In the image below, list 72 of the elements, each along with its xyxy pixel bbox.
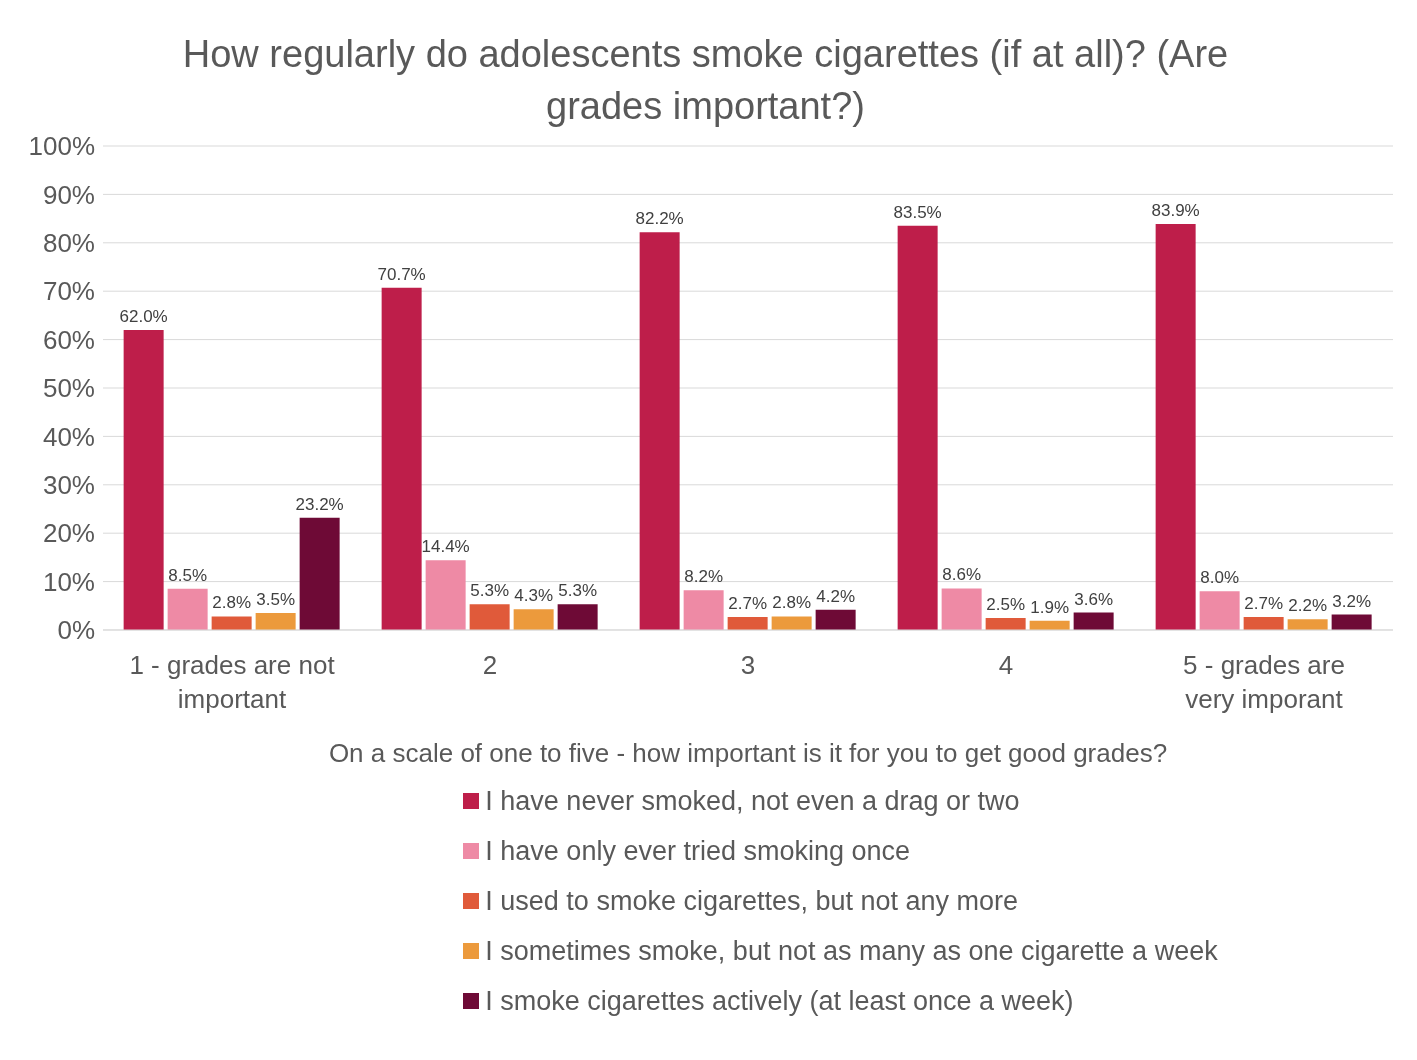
y-tick-label: 10% <box>42 566 95 597</box>
bar <box>299 517 340 630</box>
data-label: 3.6% <box>1074 589 1114 609</box>
y-tick-label: 60% <box>42 324 95 355</box>
data-label: 3.5% <box>256 590 296 610</box>
legend-label: I have never smoked, not even a drag or two <box>485 785 1020 818</box>
data-label: 23.2% <box>295 494 344 514</box>
bar <box>469 604 510 630</box>
data-label: 2.5% <box>986 594 1026 614</box>
x-tick-label: 2 <box>482 650 498 680</box>
y-tick-label: 80% <box>42 228 95 259</box>
bar <box>1287 619 1328 630</box>
data-label: 2.2% <box>1288 596 1328 616</box>
chart-title: How regularly do adolescents smoke cigarettes (if at all)? (Are grades important?) <box>182 33 1229 127</box>
data-label: 8.2% <box>684 567 724 587</box>
data-label: 5.3% <box>470 581 510 601</box>
x-axis-title: On a scale of one to five - how important is it for you to get good grades? <box>328 738 1168 768</box>
y-tick-label: 40% <box>42 421 95 452</box>
legend-label: I have only ever tried smoking once <box>485 835 911 868</box>
data-label: 4.2% <box>816 586 856 606</box>
legend-label: I smoke cigarettes actively (at least once a week) <box>485 985 1074 1018</box>
data-label: 4.3% <box>514 586 554 606</box>
data-label: 2.8% <box>772 593 812 613</box>
bar <box>513 609 554 630</box>
bar <box>985 617 1026 630</box>
data-label: 8.0% <box>1200 568 1240 588</box>
legend-label: I sometimes smoke, but not as many as one cigarette a week <box>485 935 1218 968</box>
bar <box>897 225 938 630</box>
y-tick-label: 100% <box>28 131 95 162</box>
bar <box>123 329 164 630</box>
bar <box>639 232 680 630</box>
y-tick-label: 30% <box>42 470 95 501</box>
x-tick-label: 1 - grades are not important <box>129 650 336 714</box>
data-label: 8.6% <box>942 565 982 585</box>
bar <box>167 588 208 630</box>
data-label: 62.0% <box>119 306 168 326</box>
y-tick-label: 90% <box>42 179 95 210</box>
x-tick-label: 5 - grades are very imporant <box>1183 650 1345 714</box>
legend-label: I used to smoke cigarettes, but not any more <box>485 885 1019 918</box>
bar <box>941 588 982 630</box>
bar <box>1199 591 1240 630</box>
bar <box>255 613 296 630</box>
data-label: 2.8% <box>212 593 252 613</box>
data-label: 83.9% <box>1151 200 1200 220</box>
y-tick-label: 20% <box>42 518 95 549</box>
bar <box>425 560 466 630</box>
data-label: 14.4% <box>421 537 470 557</box>
data-label: 83.5% <box>893 202 942 222</box>
y-tick-label: 70% <box>42 276 95 307</box>
data-label: 2.7% <box>1244 593 1284 613</box>
y-tick-label: 50% <box>42 373 95 404</box>
bar <box>557 604 598 630</box>
bar <box>1073 612 1114 630</box>
x-tick-label: 4 <box>998 650 1014 680</box>
bar <box>771 616 812 630</box>
bar <box>381 287 422 630</box>
data-label: 8.5% <box>168 565 208 585</box>
data-label: 82.2% <box>635 209 684 229</box>
x-tick-label: 3 <box>740 650 756 680</box>
bar <box>1243 616 1284 630</box>
bar <box>727 616 768 630</box>
data-label: 70.7% <box>377 264 426 284</box>
bar <box>211 616 252 630</box>
data-label: 1.9% <box>1030 597 1070 617</box>
bar <box>683 590 724 630</box>
bar <box>815 609 856 630</box>
bar <box>1331 614 1372 630</box>
bar <box>1155 223 1196 630</box>
data-label: 5.3% <box>558 581 598 601</box>
data-label: 3.2% <box>1332 591 1372 611</box>
data-label: 2.7% <box>728 593 768 613</box>
y-tick-label: 0% <box>57 615 95 646</box>
